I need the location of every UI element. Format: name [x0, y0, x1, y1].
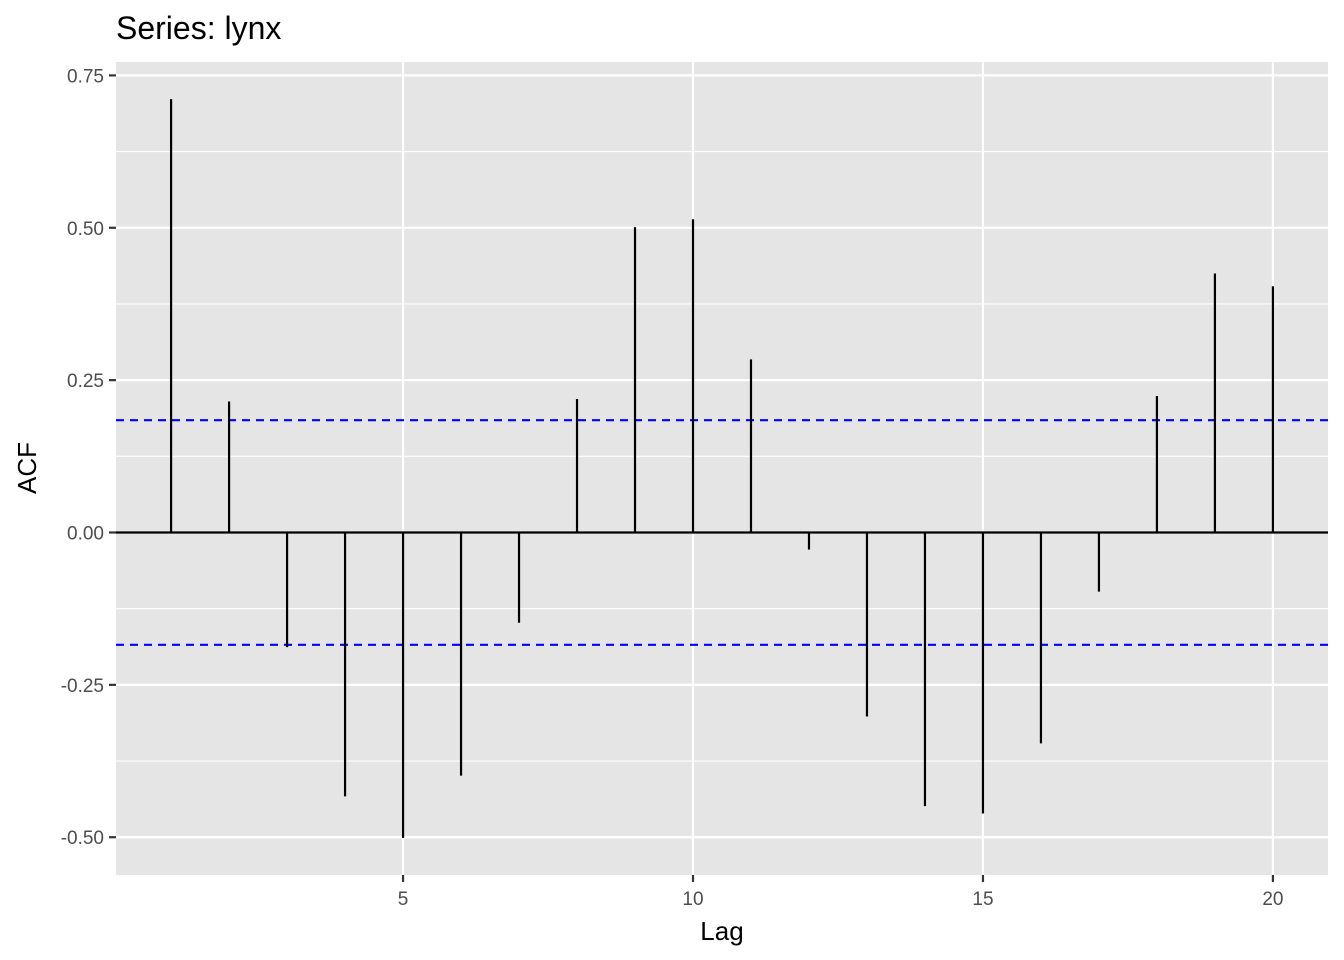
plot-panel [116, 62, 1328, 875]
grid-minor [116, 151, 1328, 762]
x-tick-label-3: 20 [1262, 889, 1283, 910]
y-tick-label-1: 0.50 [67, 219, 104, 240]
chart-title: Series: lynx [116, 10, 281, 46]
x-tick-label-1: 10 [682, 889, 703, 910]
x-axis: 5 10 15 20 [398, 875, 1283, 910]
y-tick-label-3: 0.00 [67, 523, 104, 544]
y-axis: 0.75 0.50 0.25 0.00 -0.25 -0.50 [61, 66, 116, 849]
x-tick-label-2: 15 [972, 889, 993, 910]
y-tick-label-5: -0.50 [61, 828, 104, 849]
y-tick-label-0: 0.75 [67, 66, 104, 87]
acf-bars [169, 99, 1275, 838]
x-axis-title: Lag [700, 916, 743, 946]
confidence-lines [116, 419, 1328, 646]
y-tick-label-2: 0.25 [67, 371, 104, 392]
y-axis-title: ACF [12, 442, 42, 494]
y-tick-label-4: -0.25 [61, 676, 104, 697]
x-tick-label-0: 5 [398, 889, 409, 910]
